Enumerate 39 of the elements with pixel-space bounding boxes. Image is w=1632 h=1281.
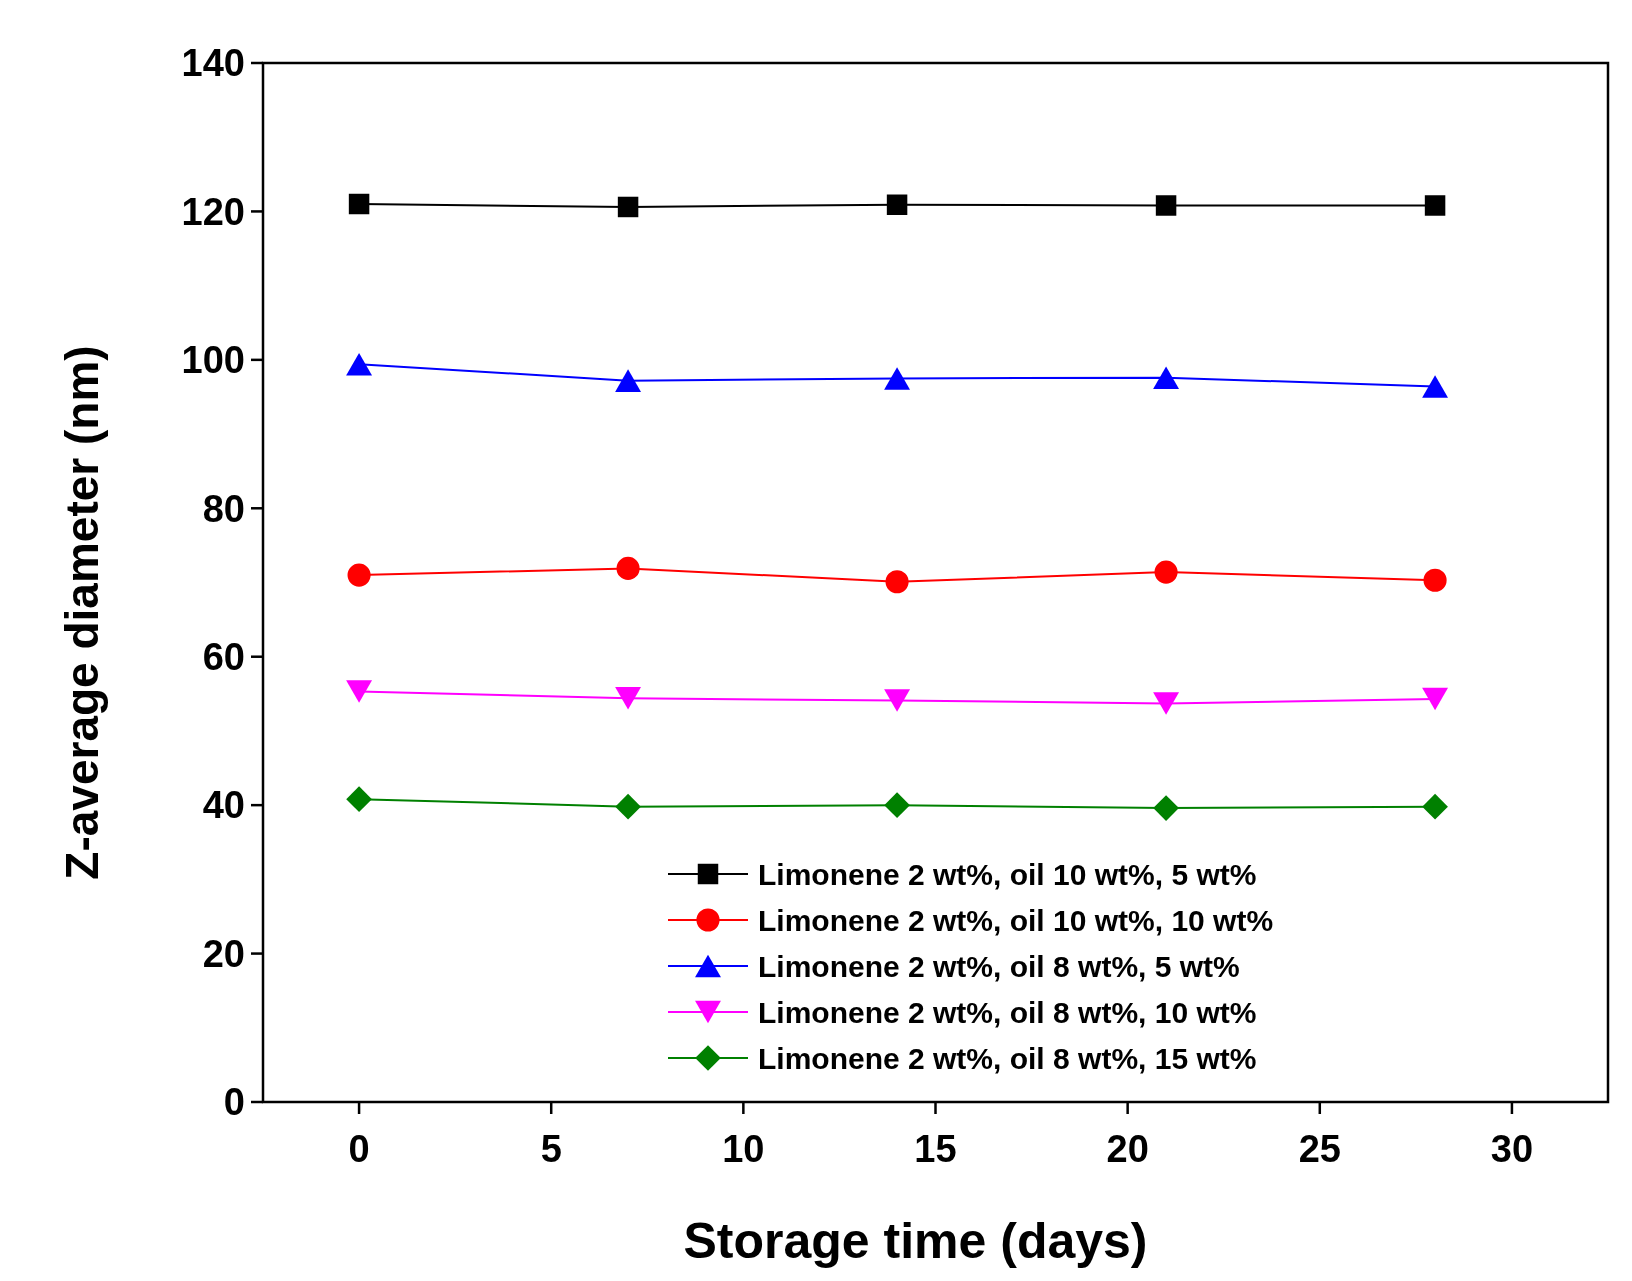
- point: [1422, 375, 1449, 398]
- legend-label: Limonene 2 wt%, oil 10 wt%, 5 wt%: [758, 857, 1257, 891]
- point: [1422, 687, 1449, 711]
- x-tick-label: 10: [722, 1128, 765, 1170]
- y-tick-label: 120: [181, 190, 245, 233]
- point: [1423, 568, 1447, 592]
- legend-label: Limonene 2 wt%, oil 8 wt%, 15 wt%: [758, 1041, 1257, 1075]
- x-tick-label: 20: [1106, 1128, 1149, 1170]
- x-tick-label: 30: [1490, 1128, 1534, 1170]
- point: [1155, 195, 1177, 216]
- point: [346, 680, 373, 703]
- point: [346, 353, 373, 376]
- legend-label: Limonene 2 wt%, oil 8 wt%, 5 wt%: [758, 949, 1240, 983]
- point: [1422, 793, 1448, 820]
- x-tick-label: 0: [348, 1128, 370, 1170]
- y-tick-label: 0: [223, 1081, 245, 1124]
- legend-label: Limonene 2 wt%, oil 10 wt%, 10 wt%: [758, 903, 1274, 937]
- x-axis-title: Storage time (days): [683, 1213, 1148, 1269]
- y-tick-label: 80: [202, 487, 245, 530]
- point: [615, 369, 642, 392]
- y-tick-label: 140: [181, 42, 245, 85]
- y-tick-label: 20: [202, 932, 245, 975]
- point: [348, 193, 370, 215]
- y-axis-title: Z-average diameter (nm): [56, 345, 108, 880]
- point: [346, 786, 372, 813]
- x-tick-label: 25: [1298, 1128, 1341, 1170]
- point: [347, 563, 371, 587]
- y-tick-label: 100: [181, 339, 245, 382]
- point: [1153, 692, 1180, 715]
- point: [884, 689, 911, 712]
- point: [615, 687, 642, 710]
- x-tick-label: 5: [540, 1128, 562, 1170]
- point: [1153, 366, 1180, 389]
- point: [1424, 195, 1446, 216]
- y-tick-label: 60: [202, 636, 245, 679]
- legend-label: Limonene 2 wt%, oil 8 wt%, 10 wt%: [758, 995, 1257, 1029]
- point: [884, 367, 911, 390]
- y-tick-label: 40: [202, 784, 245, 827]
- x-tick-label: 15: [914, 1128, 957, 1170]
